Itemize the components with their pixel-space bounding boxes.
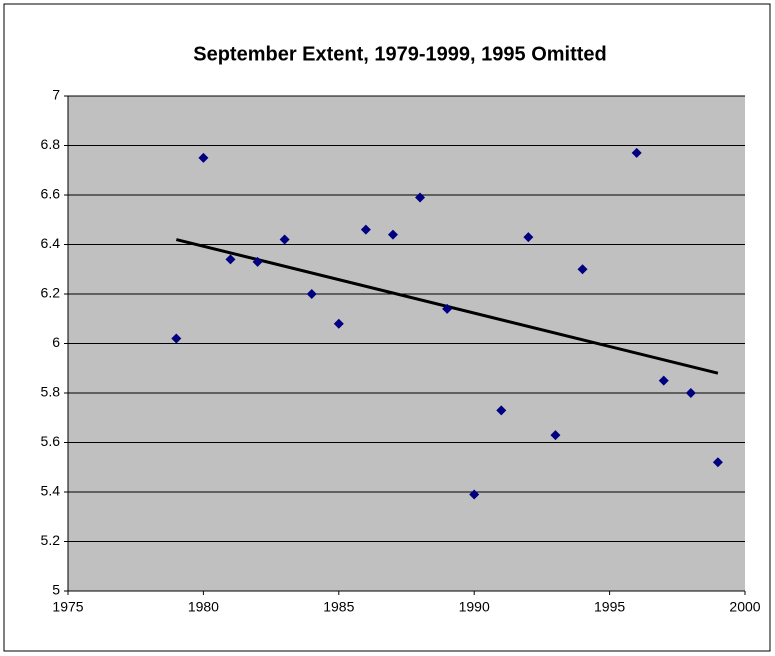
x-tick-label: 1990 — [459, 599, 490, 615]
x-tick-label: 1975 — [52, 599, 83, 615]
point — [360, 224, 371, 235]
y-tick-label: 6 — [52, 334, 60, 350]
x-tick-label: 2000 — [729, 599, 760, 615]
point — [658, 375, 669, 386]
point — [198, 152, 209, 163]
y-tick-label: 5.2 — [41, 532, 61, 548]
point — [712, 457, 723, 468]
point — [631, 147, 642, 158]
point — [387, 229, 398, 240]
point — [252, 256, 263, 267]
y-tick-label: 6.6 — [41, 186, 61, 202]
point — [415, 192, 426, 203]
point — [442, 303, 453, 314]
point — [496, 405, 507, 416]
y-tick-label: 7 — [52, 87, 60, 103]
point — [550, 430, 561, 441]
y-tick-label: 6.4 — [41, 235, 61, 251]
x-tick-label: 1985 — [323, 599, 354, 615]
y-tick-label: 5.4 — [41, 483, 61, 499]
point — [171, 333, 182, 344]
x-tick-label: 1995 — [594, 599, 625, 615]
y-tick-label: 5.8 — [41, 384, 61, 400]
y-tick-label: 5.6 — [41, 433, 61, 449]
y-tick-label: 6.8 — [41, 136, 61, 152]
point — [469, 489, 480, 500]
y-tick-label: 6.2 — [41, 285, 61, 301]
chart-title: September Extent, 1979-1999, 1995 Omitte… — [193, 43, 607, 65]
point — [306, 289, 317, 299]
y-tick-label: 5 — [52, 582, 60, 598]
point — [225, 254, 236, 265]
point — [685, 388, 696, 398]
point — [523, 232, 534, 243]
point — [333, 318, 344, 329]
x-tick-label: 1980 — [188, 599, 219, 615]
point — [279, 234, 290, 245]
point — [577, 264, 588, 275]
